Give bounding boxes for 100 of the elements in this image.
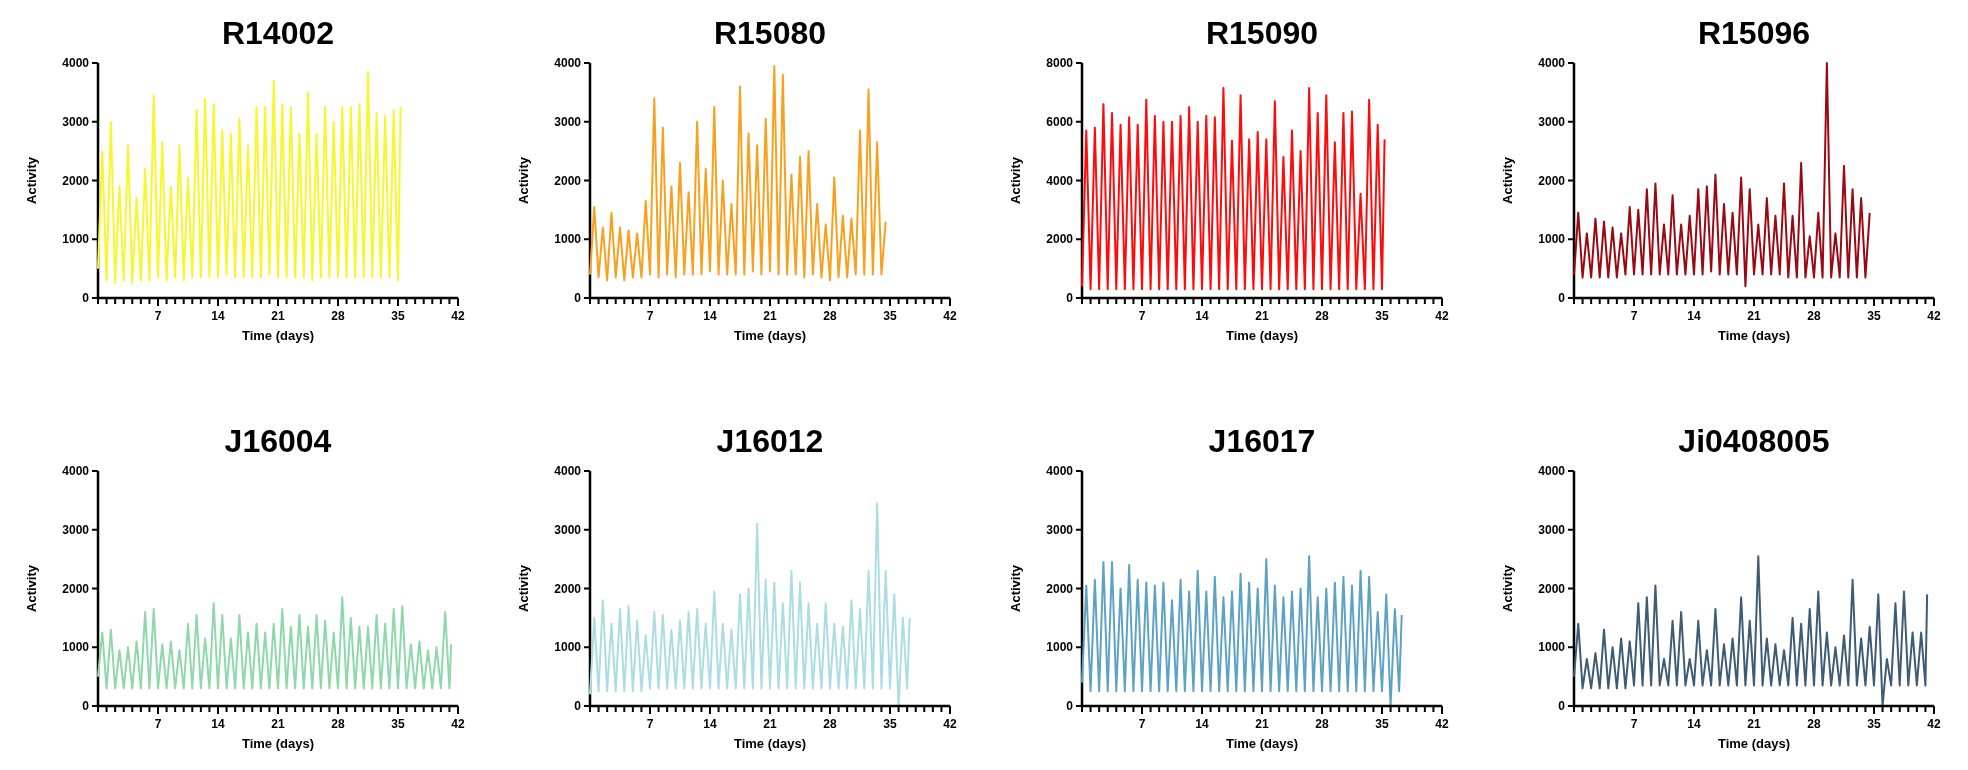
y-tick-label: 2000 — [1046, 581, 1074, 596]
x-tick-label: 21 — [1255, 309, 1269, 323]
y-tick-label: 1000 — [1538, 640, 1566, 655]
x-tick-label: 21 — [271, 309, 285, 323]
y-axis-title: Activity — [1500, 156, 1515, 204]
x-tick-label: 28 — [1315, 717, 1329, 731]
x-axis-title: Time (days) — [1225, 328, 1299, 343]
x-tick-label: 14 — [1687, 309, 1701, 323]
chart-title: J16004 — [224, 423, 332, 459]
y-tick-label: 3000 — [62, 114, 90, 129]
y-tick-label: 4000 — [62, 464, 90, 479]
y-tick-label: 3000 — [1538, 114, 1566, 129]
y-axis-title: Activity — [24, 564, 39, 612]
x-tick-label: 42 — [1927, 309, 1941, 323]
line-series — [1573, 62, 1871, 288]
y-tick-label: 3000 — [554, 522, 582, 537]
x-tick-label: 35 — [1375, 309, 1389, 323]
x-tick-label: 42 — [1927, 717, 1941, 731]
x-tick-label: 21 — [271, 717, 285, 731]
x-tick-label: 35 — [391, 309, 405, 323]
y-tick-label: 2000 — [1046, 232, 1074, 247]
x-tick-label: 7 — [154, 717, 162, 731]
x-tick-label: 42 — [1435, 717, 1449, 731]
y-tick-label: 4000 — [1046, 464, 1074, 479]
x-tick-label: 14 — [211, 309, 225, 323]
y-tick-label: 0 — [1066, 699, 1074, 714]
line-series — [589, 502, 911, 707]
x-tick-label: 21 — [1747, 717, 1761, 731]
x-tick-label: 14 — [1195, 717, 1209, 731]
x-tick-label: 28 — [1315, 309, 1329, 323]
y-tick-label: 0 — [82, 699, 90, 714]
x-tick-label: 21 — [1747, 309, 1761, 323]
x-tick-label: 14 — [211, 717, 225, 731]
x-tick-label: 14 — [1687, 717, 1701, 731]
y-tick-label: 1000 — [554, 640, 582, 655]
line-series — [589, 64, 887, 282]
line-series — [97, 70, 402, 285]
y-tick-label: 0 — [1558, 291, 1566, 306]
y-tick-label: 2000 — [554, 173, 582, 188]
y-axis-title: Activity — [24, 156, 39, 204]
y-tick-label: 1000 — [62, 640, 90, 655]
line-series — [97, 596, 453, 690]
y-tick-label: 3000 — [1046, 522, 1074, 537]
x-tick-label: 35 — [883, 717, 897, 731]
x-tick-label: 21 — [1255, 717, 1269, 731]
chart-title: Ji0408005 — [1678, 423, 1830, 459]
chart-title: R14002 — [221, 15, 335, 51]
chart-title: R15096 — [1697, 15, 1811, 51]
x-tick-label: 14 — [1195, 309, 1209, 323]
x-tick-label: 42 — [451, 717, 465, 731]
x-tick-label: 35 — [1867, 717, 1881, 731]
x-axis-title: Time (days) — [1225, 736, 1299, 751]
x-tick-label: 35 — [1867, 309, 1881, 323]
y-tick-label: 1000 — [554, 232, 582, 247]
x-axis-title: Time (days) — [733, 736, 807, 751]
y-tick-label: 6000 — [1046, 114, 1074, 129]
x-tick-label: 7 — [154, 309, 162, 323]
chart-title: R15080 — [713, 15, 827, 51]
y-tick-label: 1000 — [62, 232, 90, 247]
x-tick-label: 7 — [1630, 309, 1638, 323]
y-tick-label: 8000 — [1046, 56, 1074, 71]
line-series — [1573, 555, 1929, 707]
y-axis-title: Activity — [516, 156, 531, 204]
y-axis-title: Activity — [1008, 564, 1023, 612]
x-tick-label: 35 — [391, 717, 405, 731]
x-tick-label: 21 — [763, 717, 777, 731]
y-axis-title: Activity — [1500, 564, 1515, 612]
y-tick-label: 0 — [82, 291, 90, 306]
y-tick-label: 2000 — [1538, 173, 1566, 188]
x-tick-label: 35 — [883, 309, 897, 323]
y-tick-label: 2000 — [62, 173, 90, 188]
y-tick-label: 1000 — [1046, 640, 1074, 655]
x-tick-label: 28 — [331, 717, 345, 731]
x-axis-title: Time (days) — [241, 736, 315, 751]
y-tick-label: 4000 — [1538, 56, 1566, 71]
x-tick-label: 14 — [703, 717, 717, 731]
y-tick-label: 4000 — [1046, 173, 1074, 188]
y-tick-label: 4000 — [1538, 464, 1566, 479]
y-tick-label: 3000 — [1538, 522, 1566, 537]
x-tick-label: 14 — [703, 309, 717, 323]
chart-title: J16012 — [716, 423, 824, 459]
chart-title: J16017 — [1208, 423, 1316, 459]
x-tick-label: 21 — [763, 309, 777, 323]
x-tick-label: 7 — [646, 717, 654, 731]
x-tick-label: 42 — [943, 717, 957, 731]
x-tick-label: 7 — [1138, 309, 1146, 323]
y-tick-label: 4000 — [62, 56, 90, 71]
x-axis-title: Time (days) — [1717, 736, 1791, 751]
y-tick-label: 3000 — [62, 522, 90, 537]
y-tick-label: 2000 — [554, 581, 582, 596]
x-tick-label: 28 — [823, 717, 837, 731]
x-tick-label: 35 — [1375, 717, 1389, 731]
x-tick-label: 42 — [943, 309, 957, 323]
y-tick-label: 4000 — [554, 56, 582, 71]
x-tick-label: 28 — [1807, 309, 1821, 323]
x-tick-label: 42 — [1435, 309, 1449, 323]
y-tick-label: 0 — [574, 291, 582, 306]
line-series — [1081, 555, 1403, 707]
y-tick-label: 3000 — [554, 114, 582, 129]
chart-title: R15090 — [1205, 15, 1319, 51]
